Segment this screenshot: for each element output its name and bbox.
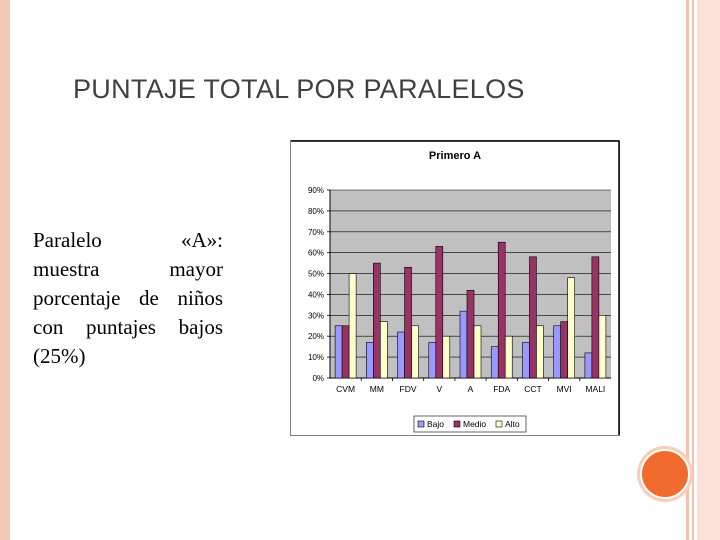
legend-swatch-medio [453, 420, 461, 428]
x-tick-label: CCT [524, 384, 541, 394]
y-tick-label: 10% [308, 353, 324, 362]
bar-alto-fda [504, 335, 513, 379]
legend-label-medio: Medio [463, 419, 486, 429]
body-line: Paralelo «A»: [33, 228, 223, 252]
bar-bajo-cvm [334, 325, 343, 379]
body-line: porcentaje de niños [33, 286, 223, 310]
bar-bajo-v [428, 342, 437, 379]
bar-bajo-mali [584, 352, 593, 379]
bar-alto-mm [380, 321, 388, 379]
bar-medio-cct [529, 256, 537, 379]
body-line: muestra mayor [33, 257, 223, 281]
chart-svg: Primero A 0% 10% 20% 30% 40% 50% 60% 70% 80% 90% C… [290, 140, 620, 436]
bar-bajo-fda [490, 346, 499, 379]
x-tick-label: FDA [493, 384, 510, 394]
y-tick-label: 30% [308, 311, 324, 320]
x-tick-label: CVM [336, 384, 355, 394]
bar-alto-v [442, 335, 451, 379]
bar-bajo-fdv [397, 331, 405, 379]
y-tick-label: 80% [308, 207, 324, 216]
legend-label-bajo: Bajo [427, 419, 444, 429]
bar-medio-fda [497, 241, 506, 379]
bar-alto-mvi [567, 277, 575, 379]
bar-medio-mali [591, 256, 600, 379]
bar-bajo-a [459, 310, 468, 379]
bar-bajo-cct [522, 342, 530, 379]
x-tick-label: MALI [585, 384, 605, 394]
bar-alto-a [473, 325, 482, 379]
legend-swatch-bajo [417, 420, 425, 428]
bar-alto-cct [536, 325, 544, 379]
decorative-circle [640, 449, 690, 499]
y-tick-label: 90% [308, 186, 324, 195]
bar-medio-a [466, 289, 475, 379]
bar-chart: Primero A 0% 10% 20% 30% 40% 50% 60% 70% 80% 90% C… [290, 140, 620, 436]
slide-body-text: Paralelo «A»: muestra mayor porcentaje d… [33, 226, 223, 371]
bar-medio-cvm [341, 325, 350, 379]
legend-label-alto: Alto [505, 419, 520, 429]
x-tick-label: V [436, 384, 442, 394]
bar-alto-fdv [411, 325, 419, 379]
body-line: (25%) [33, 344, 86, 368]
bar-bajo-mvi [553, 325, 561, 379]
bar-bajo-mm [366, 342, 374, 379]
slide-title: PUNTAJE TOTAL POR PARALELOS [73, 74, 525, 104]
x-tick-label: MVI [557, 384, 572, 394]
bar-medio-v [435, 246, 444, 379]
legend-box [413, 415, 527, 433]
y-tick-label: 70% [308, 228, 324, 237]
right-stripe-decoration [686, 0, 720, 540]
x-tick-label: MM [370, 384, 384, 394]
x-tick-label: FDV [400, 384, 417, 394]
y-tick-label: 60% [308, 249, 324, 258]
body-line: con puntajes bajos [33, 315, 223, 339]
bar-medio-mm [373, 262, 381, 379]
bar-alto-cvm [348, 273, 357, 379]
chart-title: Primero A [429, 150, 481, 162]
y-tick-label: 50% [308, 270, 324, 279]
bar-alto-mali [598, 315, 607, 379]
y-tick-label: 20% [308, 332, 324, 341]
bar-medio-fdv [404, 266, 412, 379]
x-tick-label: A [468, 384, 474, 394]
y-tick-label: 40% [308, 290, 324, 299]
left-border-decoration [0, 0, 10, 540]
bar-medio-mvi [560, 321, 568, 379]
y-tick-label: 0% [312, 374, 324, 383]
legend-swatch-alto [495, 420, 503, 428]
